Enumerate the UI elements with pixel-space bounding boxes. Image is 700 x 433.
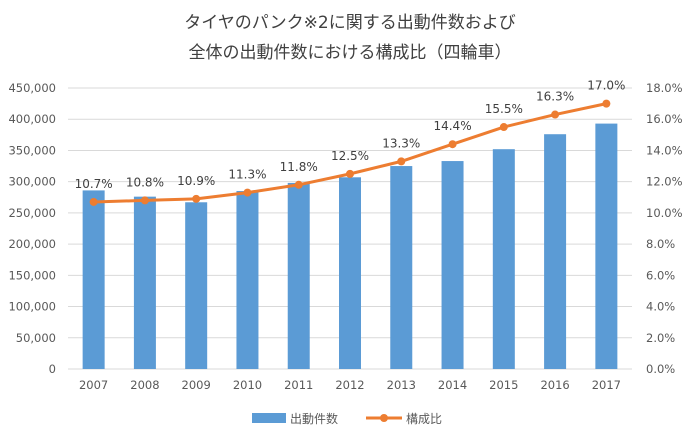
y-right-tick-label: 10.0% (646, 206, 683, 220)
x-tick-label: 2010 (233, 378, 262, 392)
bar (82, 190, 105, 369)
data-label: 11.3% (228, 168, 266, 182)
bar (236, 191, 259, 369)
x-tick-label: 2015 (489, 378, 518, 392)
line-point (397, 157, 406, 166)
x-tick-label: 2007 (79, 378, 108, 392)
line-point (448, 140, 457, 149)
data-label: 10.7% (75, 177, 113, 191)
y-left-tick-label: 300,000 (8, 175, 56, 189)
y-left-tick-label: 100,000 (8, 300, 56, 314)
line-point (89, 197, 98, 206)
bar (595, 123, 618, 370)
y-left-tick-label: 350,000 (8, 143, 56, 157)
x-tick-label: 2017 (592, 378, 621, 392)
y-right-tick-label: 4.0% (646, 300, 675, 314)
legend-line-marker (380, 414, 388, 422)
data-label: 14.4% (433, 119, 471, 133)
data-label: 10.8% (126, 175, 164, 189)
x-tick-label: 2009 (182, 378, 211, 392)
data-label: 13.3% (382, 136, 420, 150)
data-label: 12.5% (331, 149, 369, 163)
y-right-tick-label: 6.0% (646, 268, 675, 282)
y-left-tick-label: 0 (49, 362, 56, 376)
line-point (499, 123, 508, 132)
line-point (602, 99, 611, 108)
line-point (243, 188, 252, 197)
y-right-tick-label: 8.0% (646, 237, 675, 251)
legend-bar-label: 出動件数 (290, 411, 338, 426)
line-point (192, 194, 201, 203)
bar (441, 161, 464, 369)
y-right-tick-label: 0.0% (646, 362, 675, 376)
bar (287, 182, 310, 369)
y-left-tick-label: 250,000 (8, 206, 56, 220)
y-right-tick-label: 12.0% (646, 175, 683, 189)
x-tick-label: 2014 (438, 378, 467, 392)
chart-title-line1: タイヤのパンク※2に関する出動件数および (184, 13, 516, 33)
bar (339, 177, 361, 369)
legend-bar-swatch (252, 413, 286, 423)
bar (492, 149, 515, 369)
bar (133, 196, 156, 369)
y-right-tick-label: 2.0% (646, 331, 675, 345)
x-tick-label: 2016 (540, 378, 569, 392)
data-label: 11.8% (280, 160, 318, 174)
line-point (140, 196, 149, 205)
bar (544, 134, 567, 369)
line-point (551, 110, 560, 119)
y-left-tick-label: 400,000 (8, 112, 56, 126)
y-left-tick-label: 150,000 (8, 268, 56, 282)
x-tick-label: 2012 (335, 378, 364, 392)
x-tick-label: 2013 (387, 378, 416, 392)
line-point (346, 169, 354, 178)
bar (185, 202, 208, 369)
bar (390, 166, 413, 369)
y-left-tick-label: 450,000 (8, 81, 56, 95)
data-label: 16.3% (536, 90, 574, 104)
x-tick-label: 2008 (130, 378, 159, 392)
y-right-tick-label: 14.0% (646, 143, 683, 157)
y-left-tick-label: 50,000 (16, 331, 56, 345)
data-label: 15.5% (485, 102, 523, 116)
data-label: 17.0% (587, 79, 625, 93)
y-left-tick-label: 200,000 (8, 237, 56, 251)
y-right-tick-label: 18.0% (646, 81, 683, 95)
line-point (294, 180, 303, 189)
y-right-tick-label: 16.0% (646, 112, 683, 126)
x-tick-label: 2011 (284, 378, 313, 392)
data-label: 10.9% (177, 174, 215, 188)
chart-title-line2: 全体の出動件数における構成比（四輪車） (188, 43, 512, 63)
legend-line-label: 構成比 (406, 412, 442, 426)
